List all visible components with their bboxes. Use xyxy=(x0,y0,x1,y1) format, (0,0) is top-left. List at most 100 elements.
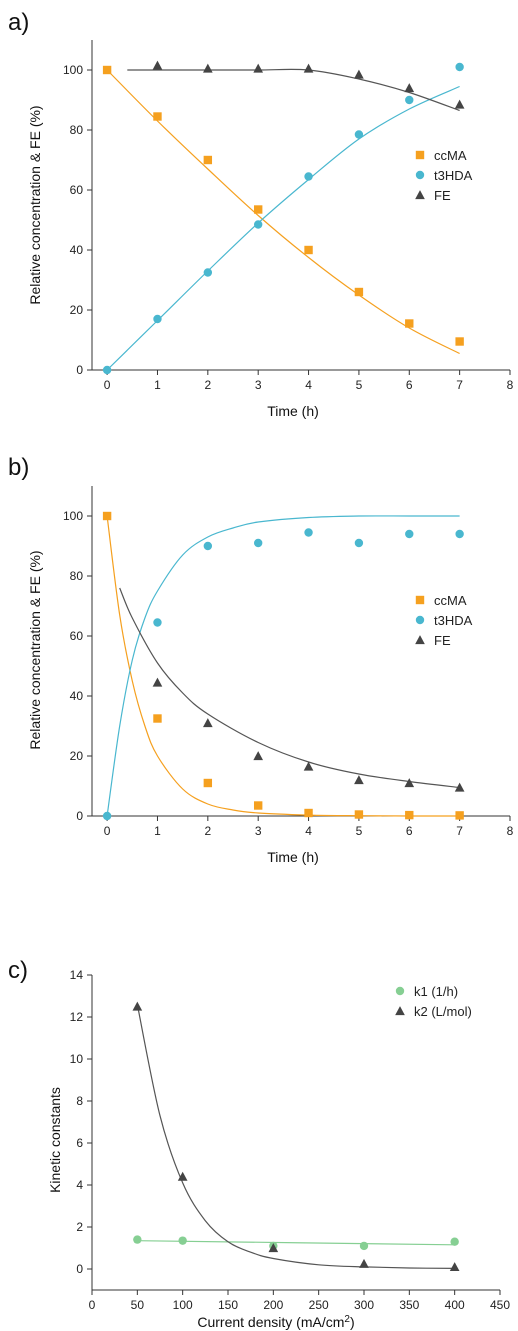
legend-label: t3HDA xyxy=(434,613,473,628)
legend-marker-ccma xyxy=(415,595,425,605)
fit-line-ccma xyxy=(106,69,460,355)
chart-panel-c: c) Kinetic constants Current density (mA… xyxy=(8,957,510,1330)
legend-label: t3HDA xyxy=(434,168,473,183)
data-point-fe xyxy=(253,751,264,761)
y-tick-label: 60 xyxy=(70,183,84,197)
data-point-fe xyxy=(303,63,314,73)
panel-label-c: c) xyxy=(8,957,28,984)
data-point-k1 xyxy=(450,1237,459,1246)
data-point-ccma xyxy=(354,287,364,297)
legend-label: FE xyxy=(434,188,451,203)
legend-marker-ccma xyxy=(415,150,425,160)
x-axis-title-b: Time (h) xyxy=(267,849,319,865)
y-tick-label: 40 xyxy=(70,689,84,703)
legend-label: k1 (1/h) xyxy=(414,984,458,999)
x-tick-label: 6 xyxy=(406,824,413,838)
x-tick-label: 400 xyxy=(445,1298,465,1312)
data-point-ccma xyxy=(304,808,313,818)
x-axis-title-c-main: Current density (mA/cm xyxy=(197,1314,344,1330)
data-point-ccma xyxy=(153,112,162,121)
data-point-fe xyxy=(454,782,465,792)
y-tick-label: 100 xyxy=(63,63,83,77)
data-point-ccma xyxy=(455,337,464,346)
legend-label: k2 (L/mol) xyxy=(414,1004,472,1019)
x-tick-label: 0 xyxy=(104,378,111,392)
x-tick-label: 5 xyxy=(356,824,363,838)
legend-marker-k2 xyxy=(395,1006,405,1016)
y-tick-label: 2 xyxy=(76,1220,83,1234)
data-point-t3hda xyxy=(153,618,162,627)
x-axis-title-c-end: ) xyxy=(350,1314,355,1330)
data-point-ccma xyxy=(203,778,213,788)
data-point-fe xyxy=(354,69,364,79)
data-point-t3hda xyxy=(354,130,364,139)
y-tick-label: 80 xyxy=(70,123,84,137)
y-tick-label: 100 xyxy=(63,509,83,523)
fit-line-fe xyxy=(119,587,460,789)
x-tick-label: 1 xyxy=(154,824,161,838)
x-tick-label: 7 xyxy=(456,824,463,838)
x-tick-label: 2 xyxy=(204,378,211,392)
legend-label: ccMA xyxy=(434,593,467,608)
legend-marker-t3hda xyxy=(415,170,425,180)
y-tick-label: 4 xyxy=(76,1178,83,1192)
y-axis-title-c: Kinetic constants xyxy=(47,1087,63,1193)
data-point-ccma xyxy=(304,245,313,255)
data-point-k2 xyxy=(177,1171,188,1181)
data-point-k2 xyxy=(268,1243,279,1253)
x-tick-label: 4 xyxy=(305,824,312,838)
x-tick-label: 1 xyxy=(154,378,161,392)
y-tick-label: 0 xyxy=(76,363,83,377)
data-point-ccma xyxy=(102,511,112,521)
data-point-ccma xyxy=(405,319,414,328)
data-point-t3hda xyxy=(405,529,414,539)
legend-marker-k1 xyxy=(395,986,405,996)
data-point-fe xyxy=(404,778,415,788)
x-tick-label: 250 xyxy=(309,1298,329,1312)
y-tick-label: 20 xyxy=(70,303,84,317)
y-tick-label: 14 xyxy=(70,968,84,982)
chart-panel-a: a) Relative concentration & FE (%) Time … xyxy=(8,9,514,419)
fit-line-k1 xyxy=(137,1240,455,1246)
x-tick-label: 2 xyxy=(204,824,211,838)
x-tick-label: 350 xyxy=(399,1298,419,1312)
data-point-t3hda xyxy=(455,529,464,539)
panel-label-b: b) xyxy=(8,454,29,481)
x-tick-label: 5 xyxy=(356,378,363,392)
y-axis-title-b: Relative concentration & FE (%) xyxy=(27,550,43,749)
data-point-fe xyxy=(152,60,163,70)
x-tick-label: 0 xyxy=(89,1298,96,1312)
data-point-k1 xyxy=(359,1241,369,1251)
x-axis-title-c-sup: 2 xyxy=(344,1314,350,1325)
x-tick-label: 450 xyxy=(490,1298,510,1312)
data-point-ccma xyxy=(455,811,464,820)
data-point-t3hda xyxy=(102,365,112,375)
data-point-k2 xyxy=(359,1258,369,1268)
x-tick-label: 0 xyxy=(104,824,111,838)
y-tick-label: 40 xyxy=(70,243,84,257)
x-tick-label: 3 xyxy=(255,378,262,392)
x-tick-label: 7 xyxy=(456,378,463,392)
x-tick-label: 3 xyxy=(255,824,262,838)
legend-label: FE xyxy=(434,633,451,648)
data-point-ccma xyxy=(153,714,162,723)
x-axis-title-c: Current density (mA/cm2) xyxy=(197,1314,354,1331)
data-point-fe xyxy=(253,63,264,73)
panel-label-a: a) xyxy=(8,9,29,36)
y-tick-label: 12 xyxy=(70,1010,84,1024)
y-tick-label: 80 xyxy=(70,569,84,583)
fit-line-k2 xyxy=(136,1004,455,1269)
x-tick-label: 50 xyxy=(131,1298,145,1312)
data-point-ccma xyxy=(253,801,263,810)
data-point-k1 xyxy=(178,1236,187,1245)
data-point-t3hda xyxy=(455,62,464,72)
x-tick-label: 150 xyxy=(218,1298,238,1312)
y-tick-label: 8 xyxy=(76,1094,83,1108)
data-point-k2 xyxy=(449,1262,460,1272)
legend-marker-t3hda xyxy=(415,615,425,625)
x-tick-label: 300 xyxy=(354,1298,374,1312)
data-point-t3hda xyxy=(102,811,112,821)
data-point-t3hda xyxy=(405,95,414,105)
data-point-fe xyxy=(303,761,314,771)
